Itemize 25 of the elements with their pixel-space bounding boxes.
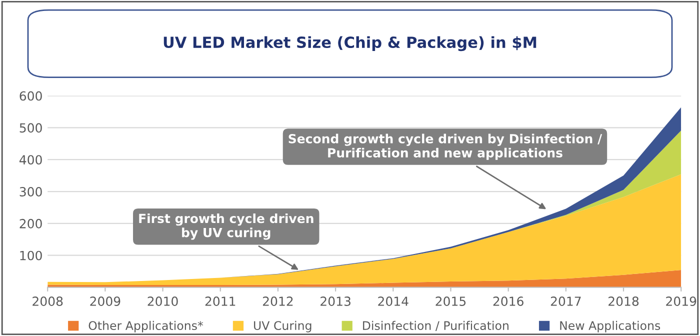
y-tick-label: 300 [20, 186, 42, 196]
chart-title: UV LED Market Size (Chip & Package) in $M [164, 36, 536, 52]
y-tick-label: 500 [20, 123, 42, 133]
x-tick-label: 2012 [262, 296, 293, 306]
x-tick-label: 2016 [493, 296, 524, 306]
legend-label: New Applications [560, 320, 660, 332]
x-tick-label: 2011 [205, 296, 236, 306]
x-tick-label: 2019 [666, 296, 696, 306]
x-tick-label: 2010 [148, 296, 178, 306]
x-tick-label: 2008 [32, 296, 63, 306]
x-tick-label: 2013 [320, 296, 350, 306]
y-tick-label: 200 [20, 218, 42, 228]
legend-label: Disinfection / Purification [363, 320, 508, 331]
y-tick-label: 400 [19, 155, 42, 165]
x-tick-label: 2017 [550, 296, 581, 306]
legend-label: UV Curing [254, 320, 312, 332]
x-tick-label: 2009 [90, 296, 120, 306]
annotation: First growth cycle driven by UV curing [139, 213, 314, 240]
annotation: Second growth cycle driven by Disinfection / Purification and new applications [288, 134, 602, 160]
x-tick-label: 2015 [436, 296, 466, 306]
y-tick-label: 100 [20, 250, 42, 260]
legend-label: Other Applications* [88, 320, 204, 332]
y-tick-label: 600 [20, 91, 42, 101]
x-tick-label: 2014 [378, 296, 408, 306]
x-tick-label: 2018 [608, 296, 639, 306]
